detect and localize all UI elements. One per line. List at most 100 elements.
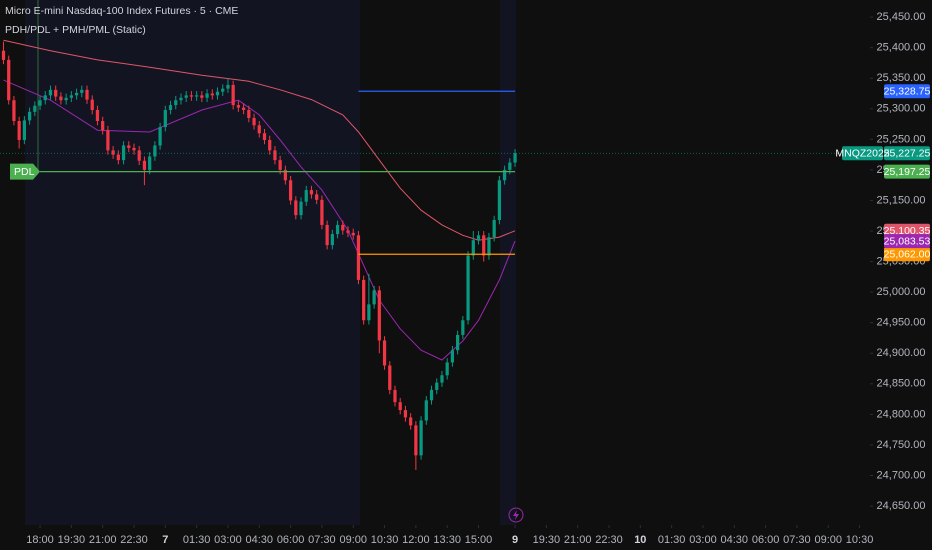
x-tick-label: 10: [634, 534, 646, 546]
candle-body: [456, 334, 460, 351]
session-shade: [25, 0, 360, 525]
candle-body: [450, 350, 455, 363]
x-tick-label: 13:30: [433, 534, 461, 546]
plot-area: [1, 39, 517, 470]
candle-body: [189, 95, 194, 97]
candle-body: [377, 290, 381, 341]
x-tick-label: 19:30: [533, 534, 561, 546]
y-tick-label: 25,150.00: [877, 194, 926, 206]
candle-body: [247, 110, 251, 118]
x-tick-label: 09:00: [339, 534, 367, 546]
x-tick-label: 15:00: [465, 534, 493, 546]
candle-body: [195, 95, 199, 97]
candle-body: [200, 95, 204, 98]
x-tick-label: 18:00: [26, 534, 54, 546]
candle-body: [492, 220, 496, 238]
candle-body: [132, 147, 136, 151]
candle-body: [215, 91, 220, 96]
price-badge: [884, 234, 930, 249]
candle-body: [205, 93, 209, 98]
candle-body: [367, 304, 371, 321]
candle-body: [80, 89, 84, 93]
candle-body: [74, 92, 79, 96]
event-icon[interactable]: [508, 507, 524, 523]
y-tick-label: 24,650.00: [877, 500, 926, 512]
candle-body: [476, 235, 481, 241]
candle-body: [309, 190, 314, 195]
candle-body: [7, 59, 11, 101]
x-tick-label: 9: [512, 534, 518, 546]
candle-body: [403, 410, 408, 418]
y-tick-label: 25,400.00: [877, 42, 926, 54]
candle-body: [12, 100, 16, 122]
y-tick-label: 24,950.00: [877, 317, 926, 329]
candle-body: [184, 95, 188, 98]
session-shade: [500, 0, 516, 525]
candle-body: [231, 84, 235, 106]
x-tick-label: 06:00: [752, 534, 780, 546]
candle-body: [158, 127, 162, 146]
price-badge-label: 25,083.53: [884, 235, 931, 247]
candle-body: [85, 89, 89, 100]
candle-body: [210, 93, 214, 96]
candle-body: [429, 389, 434, 401]
candle-body: [388, 365, 392, 390]
candle-body: [64, 97, 68, 101]
candle-body: [508, 162, 512, 170]
candle-body: [325, 224, 329, 246]
x-tick-label: 19:30: [58, 534, 86, 546]
candle-body: [335, 224, 340, 235]
symbol-badge: [842, 146, 883, 161]
candle-body: [283, 169, 287, 181]
candle-body: [241, 107, 246, 111]
candle-body: [90, 99, 94, 111]
x-tick-label: 10:30: [846, 534, 874, 546]
y-tick-label: 25,450.00: [877, 11, 926, 23]
price-badge-label: 25,227.25: [884, 148, 931, 160]
candle-body: [414, 425, 418, 456]
y-tick-label: 24,800.00: [877, 408, 926, 420]
candle-body: [445, 362, 449, 376]
candle-body: [262, 133, 267, 140]
candle-body: [127, 145, 131, 148]
candle-body: [153, 145, 157, 157]
candle-body: [163, 110, 167, 128]
candle-body: [48, 89, 53, 96]
candle-body: [221, 88, 225, 92]
x-tick-label: 07:30: [308, 534, 336, 546]
x-tick-label: 01:30: [658, 534, 686, 546]
candle-body: [137, 150, 141, 161]
y-tick-label: 25,250.00: [877, 133, 926, 145]
price-badge: [884, 247, 930, 262]
candle-body: [252, 117, 256, 126]
price-badge: [884, 164, 930, 179]
candle-body: [27, 111, 32, 121]
x-tick-label: 03:00: [214, 534, 242, 546]
candle-body: [101, 121, 105, 131]
candle-body: [356, 235, 361, 280]
symbol-label: MNQZ2025: [835, 148, 889, 160]
candle-body: [226, 84, 230, 89]
price-badge: [884, 146, 930, 161]
x-tick-label: 03:00: [689, 534, 717, 546]
candle-body: [398, 402, 402, 411]
candle-body: [315, 194, 319, 200]
candle-body: [435, 382, 439, 390]
candle-body: [502, 169, 507, 181]
x-tick-label: 09:00: [814, 534, 842, 546]
candle-body: [346, 230, 350, 233]
candle-body: [38, 100, 42, 106]
candle-body: [513, 153, 517, 163]
candle-body: [257, 125, 261, 134]
candle-body: [393, 389, 397, 403]
y-tick-label: 24,850.00: [877, 378, 926, 390]
candle-body: [419, 420, 423, 456]
y-tick-label: 24,900.00: [877, 347, 926, 359]
candle-body: [179, 97, 183, 101]
candle-body: [142, 160, 147, 170]
x-tick-label: 22:30: [595, 534, 623, 546]
candle-body: [54, 89, 58, 97]
x-tick-label: 06:00: [277, 534, 305, 546]
y-tick-label: 24,700.00: [877, 469, 926, 481]
candle-body: [59, 96, 63, 101]
